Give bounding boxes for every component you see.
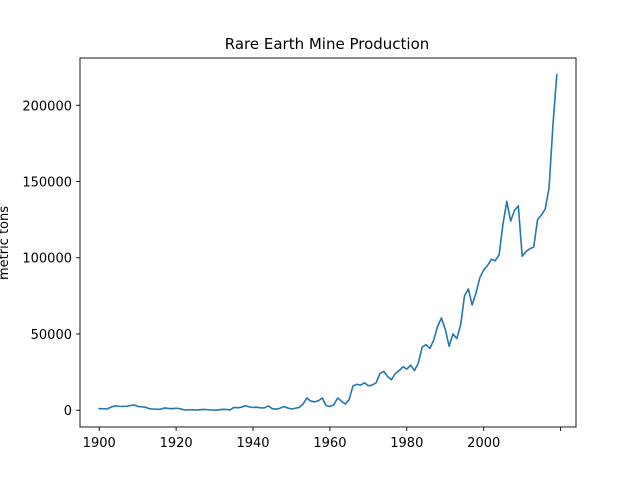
x-tick-label-1920: 1920: [160, 436, 193, 451]
y-tick-label-200000: 200000: [22, 99, 72, 114]
plot-area: 1900 1920 1940 1960 1980 2000 0 50000 100000 1500…: [22, 57, 577, 451]
x-tick-label-1940: 1940: [236, 436, 269, 451]
series-line-0: [98, 73, 558, 411]
y-axis-label: metric tons: [0, 206, 12, 280]
y-tick-label-150000: 150000: [22, 176, 72, 191]
y-tick-label-0: 0: [64, 404, 72, 419]
y-tick-label-50000: 50000: [31, 328, 72, 343]
x-tick-label-1960: 1960: [313, 436, 346, 451]
chart-title: Rare Earth Mine Production: [225, 35, 430, 53]
x-tick-label-1980: 1980: [390, 436, 423, 451]
y-tick-label-100000: 100000: [22, 252, 72, 267]
x-tick-label-1900: 1900: [83, 436, 116, 451]
x-tick-label-2000: 2000: [467, 436, 500, 451]
axes-frame: [79, 57, 577, 428]
